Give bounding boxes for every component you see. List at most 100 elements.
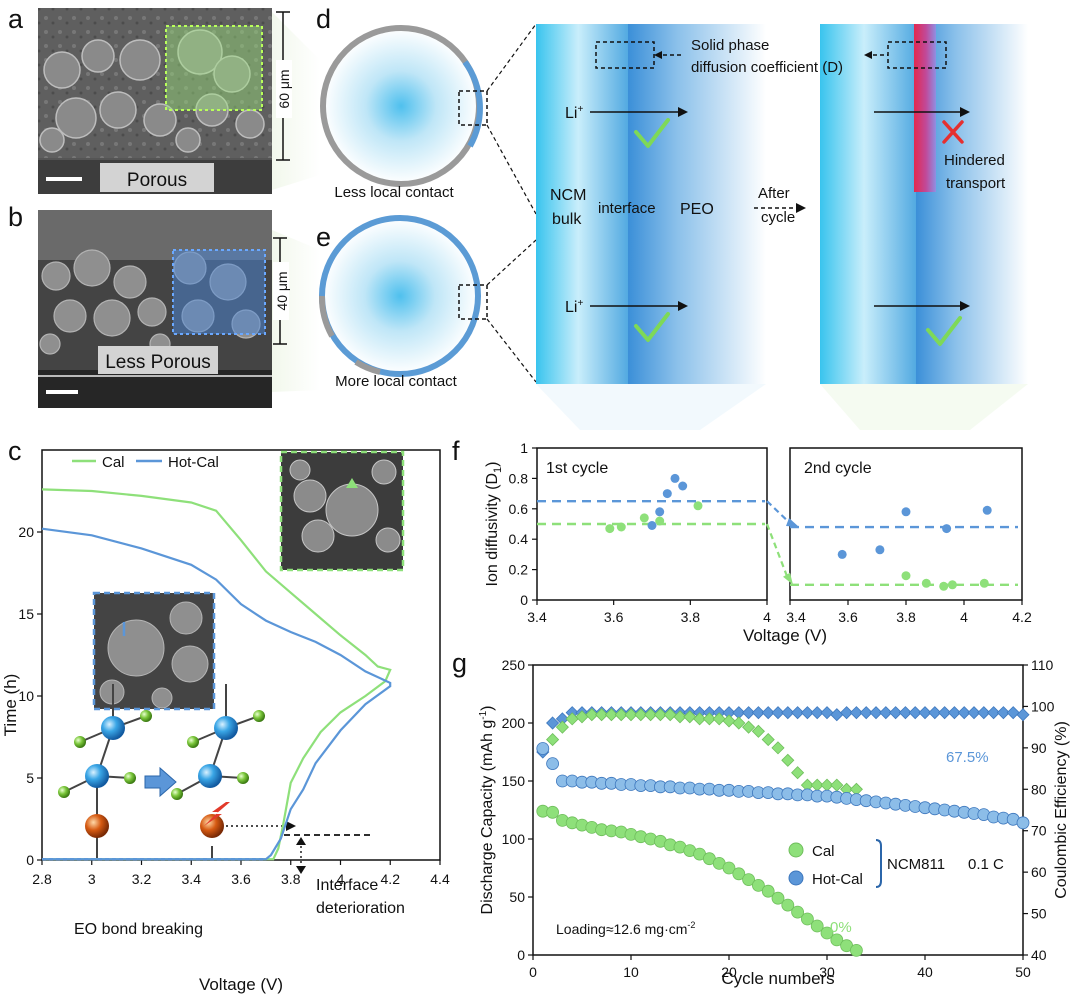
scale-bar-b bbox=[46, 390, 78, 394]
legend-g-cal: Cal bbox=[812, 843, 835, 860]
inset-sem-cal bbox=[279, 450, 405, 572]
chart-g-cal-efficiency bbox=[683, 710, 697, 724]
dim-label-bg-a bbox=[276, 60, 292, 118]
chart-g-xlabel: Cycle numbers bbox=[721, 969, 834, 988]
panel-label-b: b bbox=[8, 202, 23, 232]
chart-g-hot-cal-efficiency bbox=[898, 706, 912, 720]
chart-g-hot-cal-efficiency bbox=[771, 706, 785, 720]
chart-g-cal-efficiency bbox=[771, 741, 785, 755]
chart-g-cal-efficiency bbox=[693, 712, 707, 726]
chart-g-cal-capacity bbox=[722, 861, 736, 875]
chart-g-cal-efficiency bbox=[712, 712, 726, 726]
check-icon-bottom-2 bbox=[926, 316, 962, 346]
li-arrowhead-top-2 bbox=[960, 107, 970, 117]
fan-bottom-left bbox=[536, 384, 766, 430]
chart-c-ylabel: Time (h) bbox=[1, 674, 20, 737]
chart-f-xtick-label: 3.6 bbox=[838, 609, 858, 625]
chart-f-ytick-label: 1 bbox=[520, 440, 528, 456]
after-cycle-2: cycle bbox=[761, 209, 795, 226]
chart-g-cal-efficiency bbox=[702, 712, 716, 726]
thickness-b: 40 μm bbox=[274, 271, 290, 310]
panel-d-particle: Less local contact bbox=[320, 23, 537, 215]
chart-g-hot-cal-efficiency bbox=[546, 716, 560, 730]
diffusion-label-2: diffusion coefficient (D) bbox=[691, 59, 843, 76]
chart-g-xtick-label: 50 bbox=[1015, 964, 1031, 980]
chart-f-point-hot-cal bbox=[670, 473, 680, 483]
chart-g-cal-efficiency bbox=[585, 708, 599, 722]
chart-g-cal-efficiency bbox=[546, 733, 560, 747]
chart-f-point-cal bbox=[655, 516, 665, 526]
diffusion-label-1: Solid phase bbox=[691, 37, 769, 54]
annotation-eo: EO bond breaking bbox=[74, 921, 203, 938]
panel-label-e: e bbox=[316, 222, 331, 252]
chart-g-xtick-label: 10 bbox=[623, 964, 639, 980]
chart-c-lines bbox=[41, 488, 392, 861]
chart-g-cal-capacity bbox=[752, 879, 765, 892]
gap-arc-e2 bbox=[354, 359, 381, 375]
chart-c-ytick-label: 15 bbox=[18, 606, 34, 622]
chart-g-hot-cal-efficiency bbox=[751, 706, 765, 720]
chart-g-cal-efficiency bbox=[791, 766, 805, 780]
loading-label: Loading≈12.6 mg·cm-2 bbox=[556, 920, 695, 937]
chart-f-point-hot-cal bbox=[662, 489, 672, 499]
eo-leader-arrowhead bbox=[286, 821, 296, 831]
panel-label-g: g bbox=[452, 648, 467, 678]
chart-f-point-hot-cal bbox=[982, 505, 992, 515]
chart-g-cal-efficiency bbox=[732, 716, 746, 730]
chart-f-point-cal bbox=[979, 578, 989, 588]
chart-f-xtick-label: 3.4 bbox=[527, 609, 547, 625]
deterioration-arrow-down bbox=[296, 866, 306, 874]
chart-g-ytick-right-label: 110 bbox=[1031, 657, 1054, 673]
zoom-line-d2 bbox=[486, 124, 537, 215]
chart-g-hot-cal-efficiency bbox=[830, 708, 844, 722]
chart-g-hot-cal-efficiency bbox=[996, 706, 1010, 720]
chart-g-cal-efficiency bbox=[595, 708, 609, 722]
chart-g-hot-cal-capacity bbox=[1016, 816, 1030, 830]
chart-g-hot-cal-efficiency bbox=[840, 706, 854, 720]
schematic-text: Solid phase diffusion coefficient (D) Li… bbox=[550, 37, 1006, 346]
caption-e: More local contact bbox=[335, 373, 458, 390]
chart-f-point-cal bbox=[639, 513, 649, 523]
chart-g-cal-efficiency bbox=[653, 708, 667, 722]
dim-label-bg-b bbox=[273, 262, 289, 320]
chart-g-hot-cal-efficiency bbox=[781, 706, 795, 720]
chart-c-ytick-label: 10 bbox=[18, 688, 34, 704]
chart-c-ytick-label: 5 bbox=[26, 770, 34, 786]
chart-f-ytick-label: 0 bbox=[520, 592, 528, 608]
retention-hot: 67.5% bbox=[946, 749, 989, 766]
chart-g-hot-cal-efficiency bbox=[761, 706, 775, 720]
zoom-box-a bbox=[165, 25, 263, 111]
chart-c: Cal Hot-Cal bbox=[1, 449, 450, 994]
ncm-bulk-region-2 bbox=[820, 24, 918, 384]
chart-g-xtick-label: 30 bbox=[819, 964, 835, 980]
chart-g-hot-cal-efficiency bbox=[987, 706, 1001, 720]
zoom-line-e1 bbox=[486, 239, 537, 286]
molecule-before bbox=[58, 684, 152, 858]
chart-c-xlabel: Voltage (V) bbox=[199, 975, 283, 994]
chart-c-xtick-label: 4.4 bbox=[430, 871, 450, 887]
chart-g-hot-cal-efficiency bbox=[810, 706, 824, 720]
chart-g-ytick-right-label: 80 bbox=[1031, 781, 1047, 797]
chart-g-cal-efficiency bbox=[614, 708, 628, 722]
zoom-box-d bbox=[458, 90, 488, 126]
check-icon-top bbox=[634, 118, 670, 148]
li-ion-label-top: Li+ bbox=[565, 104, 583, 122]
contact-arc-d bbox=[462, 60, 483, 148]
chart-f-xtick-label: 3.4 bbox=[786, 609, 806, 625]
chart-g-cal-efficiency bbox=[644, 708, 658, 722]
chart-g-hot-cal-efficiency bbox=[869, 706, 883, 720]
chart-f-point-hot-cal bbox=[837, 549, 847, 559]
chart-g-ytick-left-label: 50 bbox=[509, 889, 525, 905]
chart-c-ytick-label: 20 bbox=[18, 524, 34, 540]
panel-a-sem: Porous 60 μm bbox=[38, 8, 320, 194]
chart-f-point-cal bbox=[939, 581, 949, 591]
annotation-interface-2: deterioration bbox=[316, 900, 405, 917]
legend-c-hotcal: Hot-Cal bbox=[168, 454, 219, 471]
chart-f-xtick-label: 3.6 bbox=[604, 609, 624, 625]
check-icon-bottom bbox=[634, 312, 670, 342]
panel-label-d: d bbox=[316, 4, 331, 34]
chart-g-ytick-left-label: 100 bbox=[502, 831, 526, 847]
diffusion-arrowhead-2 bbox=[864, 51, 872, 59]
cross-icon bbox=[942, 120, 964, 144]
